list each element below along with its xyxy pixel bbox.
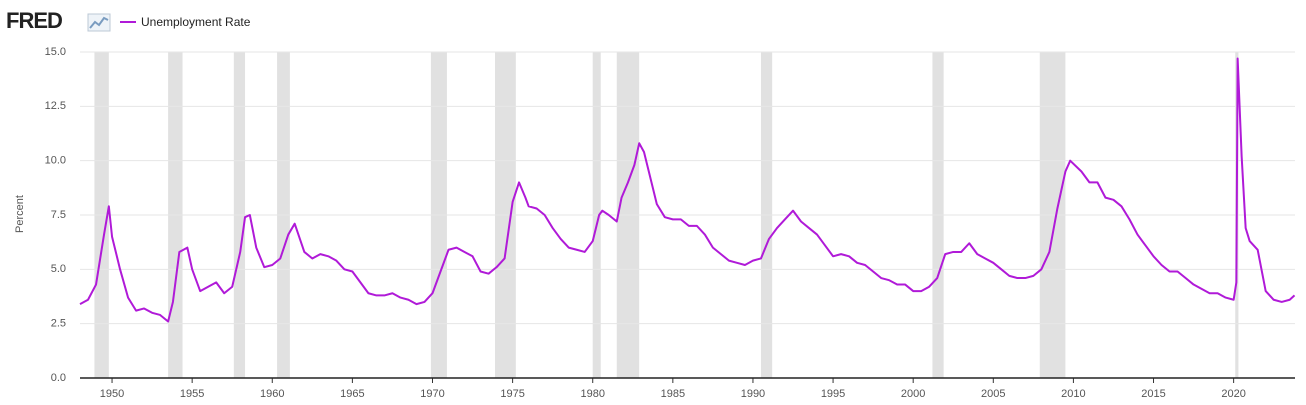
y-tick-label: 12.5 (45, 100, 66, 112)
y-tick-label: 0.0 (51, 372, 66, 384)
x-tick-label: 1975 (500, 388, 524, 400)
x-tick-label: 1970 (420, 388, 444, 400)
x-tick-label: 1995 (821, 388, 845, 400)
x-tick-label: 1965 (340, 388, 364, 400)
x-tick-label: 1990 (741, 388, 765, 400)
x-tick-label: 2005 (981, 388, 1005, 400)
x-tick-label: 2020 (1221, 388, 1245, 400)
logo-icon (87, 13, 111, 32)
x-tick-label: 2000 (901, 388, 925, 400)
x-tick-label: 1950 (100, 388, 124, 400)
y-tick-label: 5.0 (51, 263, 66, 275)
data-line (79, 57, 1296, 323)
legend-label: Unemployment Rate (141, 15, 251, 29)
x-tick-label: 1960 (260, 388, 284, 400)
x-tick-label: 1955 (180, 388, 204, 400)
logo: FRED (6, 8, 62, 33)
x-tick-label: 2015 (1141, 388, 1165, 400)
y-tick-label: 15.0 (45, 46, 66, 58)
x-tick-label: 1980 (580, 388, 604, 400)
y-tick-label: 2.5 (51, 318, 66, 330)
y-tick-label: 10.0 (45, 155, 66, 167)
y-tick-label: 7.5 (51, 209, 66, 221)
x-tick-label: 2010 (1061, 388, 1085, 400)
x-tick-label: 1985 (661, 388, 685, 400)
y-axis-label: Percent (14, 195, 26, 233)
